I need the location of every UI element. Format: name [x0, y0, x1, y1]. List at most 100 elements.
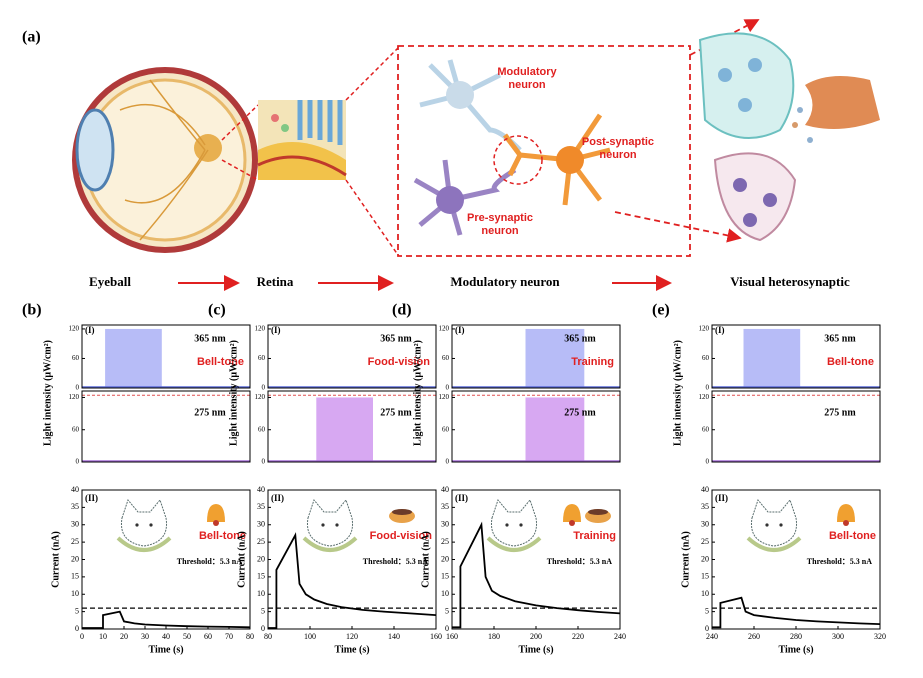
- x-tick-label: 320: [874, 632, 886, 641]
- y-tick-label: 60: [72, 425, 80, 433]
- series-label: 365 nm: [824, 333, 856, 344]
- callout: Post-synaptic neuron: [581, 136, 655, 161]
- annotation: Bell-tone: [829, 530, 876, 542]
- y-tick-label: 15: [441, 572, 449, 581]
- annotation: Training: [573, 530, 616, 542]
- threshold-label: Threshold：5.3 nA: [807, 557, 872, 566]
- y-tick-label: 10: [257, 589, 265, 598]
- y-tick-label: 120: [439, 393, 450, 401]
- y-axis-title: Current (nA): [420, 531, 431, 588]
- annotation: Bell-tone: [197, 356, 244, 368]
- threshold-label: Threshold：5.3 nA: [547, 557, 612, 566]
- connector: [221, 104, 259, 141]
- y-tick-label: 20: [257, 554, 265, 563]
- dog-icon: [490, 498, 538, 547]
- plot-frame: [267, 390, 437, 463]
- x-tick-label: 160: [446, 632, 458, 641]
- retina-illustration: [257, 100, 347, 180]
- y-tick-label: 10: [71, 589, 79, 598]
- y-axis-title: Light intensity (μW/cm²): [672, 340, 683, 446]
- y-tick-label: 0: [706, 458, 710, 466]
- y-tick-label: 60: [442, 354, 450, 362]
- dog-icon: [149, 523, 153, 527]
- plot-frame: [711, 324, 881, 389]
- plot-frame: [711, 390, 881, 463]
- series-label: 275 nm: [194, 407, 226, 418]
- y-tick-label: 120: [69, 325, 80, 333]
- plot-tag: (II): [455, 493, 468, 503]
- series-label: 275 nm: [824, 407, 856, 418]
- x-tick-label: 220: [572, 632, 584, 641]
- threshold-label: Threshold：5.3 nA: [363, 557, 428, 566]
- x-axis-title: Time (s): [334, 644, 369, 655]
- x-tick-label: 50: [183, 632, 191, 641]
- light-pulse: [105, 328, 162, 388]
- bell-icon: [563, 504, 581, 522]
- y-tick-label: 15: [71, 572, 79, 581]
- y-tick-label: 35: [257, 502, 265, 511]
- x-tick-label: 20: [120, 632, 128, 641]
- dog-icon: [519, 523, 523, 527]
- series-label: 365 nm: [194, 333, 226, 344]
- annotation: Bell-tone: [827, 356, 874, 368]
- y-tick-label: 60: [72, 354, 80, 362]
- x-axis-title: Time (s): [518, 644, 553, 655]
- panel-label: (d): [392, 302, 412, 319]
- threshold-label: Threshold：5.3 nA: [177, 557, 242, 566]
- y-tick-label: 0: [261, 624, 265, 633]
- bell-icon: [569, 520, 575, 526]
- y-tick-label: 60: [442, 425, 450, 433]
- dog-icon: [746, 536, 802, 552]
- dog-icon: [505, 523, 509, 527]
- y-tick-label: 15: [257, 572, 265, 581]
- y-tick-label: 0: [262, 458, 266, 466]
- connector: [345, 47, 399, 101]
- panel-label: (e): [652, 302, 670, 319]
- x-tick-label: 60: [204, 632, 212, 641]
- light-pulse: [316, 397, 373, 462]
- y-tick-label: 120: [69, 393, 80, 401]
- x-tick-label: 120: [346, 632, 358, 641]
- dog-icon: [306, 498, 354, 547]
- y-tick-label: 0: [706, 384, 710, 392]
- dog-icon: [765, 523, 769, 527]
- series-label: 365 nm: [380, 333, 412, 344]
- y-tick-label: 30: [441, 520, 449, 529]
- current-line: [712, 596, 881, 629]
- plot-frame: [711, 489, 881, 630]
- dog-icon: [135, 523, 139, 527]
- annotation: Food-vision: [370, 530, 433, 542]
- panel-label: (a): [22, 29, 41, 46]
- y-tick-label: 40: [701, 485, 709, 494]
- dog-icon: [779, 523, 783, 527]
- y-tick-label: 120: [699, 393, 710, 401]
- y-tick-label: 35: [71, 502, 79, 511]
- y-axis-title: Light intensity (μW/cm²): [412, 340, 423, 446]
- x-tick-label: 180: [488, 632, 500, 641]
- plot-frame: [81, 324, 251, 389]
- y-tick-label: 0: [76, 384, 80, 392]
- x-tick-label: 260: [748, 632, 760, 641]
- food-icon: [588, 509, 608, 515]
- plot-tag: (II): [85, 493, 98, 503]
- panel-label: (c): [208, 302, 226, 319]
- y-tick-label: 30: [701, 520, 709, 529]
- annotation: Bell-tone: [199, 530, 246, 542]
- x-tick-label: 80: [246, 632, 254, 641]
- y-tick-label: 25: [71, 537, 79, 546]
- y-tick-label: 60: [258, 425, 266, 433]
- y-tick-label: 20: [71, 554, 79, 563]
- y-tick-label: 0: [262, 384, 266, 392]
- series-label: 275 nm: [564, 407, 596, 418]
- callout: Modulatory neuron: [497, 66, 557, 91]
- y-axis-title: Light intensity (μW/cm²): [42, 340, 53, 446]
- y-tick-label: 40: [71, 485, 79, 494]
- current-line: [452, 521, 621, 629]
- x-axis-title: Time (s): [778, 644, 813, 655]
- plot-frame: [81, 489, 251, 630]
- y-tick-label: 120: [699, 325, 710, 333]
- y-tick-label: 0: [75, 624, 79, 633]
- x-tick-label: 200: [530, 632, 542, 641]
- y-tick-label: 60: [702, 425, 710, 433]
